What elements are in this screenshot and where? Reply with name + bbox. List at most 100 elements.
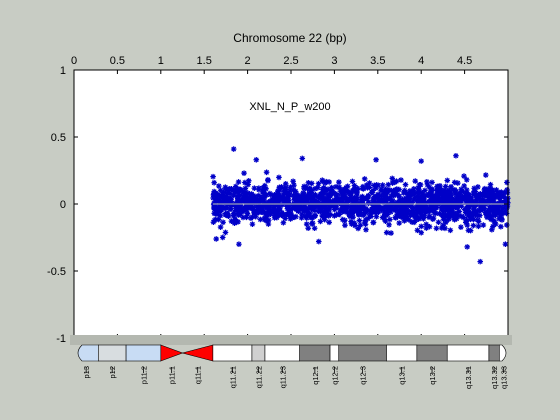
data-point: [212, 206, 219, 212]
data-point: [287, 188, 293, 194]
data-point: [378, 193, 385, 199]
data-point: [479, 196, 486, 203]
data-point: [442, 225, 448, 232]
data-point: [387, 187, 393, 193]
data-point: [422, 187, 428, 194]
data-point: [219, 205, 226, 212]
data-point: [242, 185, 249, 192]
data-point: [400, 190, 407, 196]
data-point: [430, 199, 436, 205]
data-point: [487, 203, 493, 210]
data-point: [453, 215, 460, 222]
data-point: [317, 202, 323, 209]
data-point: [474, 208, 481, 214]
data-point: [263, 192, 270, 198]
data-point: [484, 211, 491, 218]
data-point: [373, 213, 380, 220]
data-point: [418, 223, 425, 230]
data-point: [261, 190, 267, 197]
data-point: [441, 189, 448, 196]
data-point: [498, 208, 505, 215]
data-point: [420, 203, 427, 209]
data-point: [234, 186, 241, 192]
data-point: [451, 216, 458, 223]
data-point: [402, 181, 409, 188]
data-point: [458, 224, 464, 230]
data-point: [392, 191, 399, 197]
data-point: [319, 213, 326, 220]
data-point: [471, 185, 477, 192]
data-point: [306, 186, 312, 192]
data-point: [335, 211, 341, 218]
data-point: [311, 213, 317, 220]
data-point: [238, 198, 245, 205]
data-point: [210, 201, 217, 208]
data-point: [264, 212, 271, 219]
data-point: [428, 202, 435, 209]
data-point: [383, 203, 390, 210]
data-point: [495, 192, 502, 198]
data-point: [400, 214, 406, 221]
data-point: [382, 209, 389, 215]
data-point: [358, 199, 365, 206]
band-label: q13.32: [490, 366, 499, 389]
band-label: q12.3: [359, 366, 368, 385]
data-point: [432, 210, 439, 217]
ideogram-band: [338, 344, 387, 362]
data-point: [350, 199, 356, 206]
data-point: [427, 207, 434, 214]
data-point: [305, 180, 312, 186]
data-point: [454, 210, 460, 217]
outlier-point: [464, 244, 471, 250]
data-point: [399, 213, 405, 219]
data-point: [414, 209, 420, 215]
data-point: [487, 195, 494, 202]
data-point: [474, 196, 481, 203]
ideogram-band: [77, 344, 99, 362]
data-point: [363, 182, 370, 188]
data-point: [339, 192, 345, 199]
data-point: [367, 212, 373, 218]
data-point: [426, 223, 433, 230]
data-point: [344, 207, 350, 213]
data-point: [405, 198, 411, 205]
data-point: [278, 184, 285, 190]
data-point: [354, 185, 361, 191]
data-point: [255, 209, 262, 216]
data-point: [461, 183, 467, 189]
data-point: [365, 193, 372, 199]
data-point: [396, 220, 403, 226]
data-point: [445, 197, 452, 204]
data-point: [363, 226, 369, 233]
data-point: [322, 198, 329, 204]
data-point: [331, 206, 338, 213]
data-points: [210, 146, 511, 265]
data-point: [259, 204, 266, 210]
ideogram-band: [125, 344, 162, 362]
data-point: [492, 221, 499, 227]
data-point: [318, 193, 324, 199]
data-point: [337, 187, 344, 193]
data-point: [503, 222, 510, 228]
data-point: [225, 196, 232, 202]
x-tick-label: 1.5: [197, 55, 212, 67]
data-point: [380, 197, 387, 203]
outlier-point: [253, 156, 260, 163]
data-point: [472, 188, 479, 195]
band-label: p11.1: [168, 366, 177, 384]
data-point: [429, 179, 435, 186]
data-point: [418, 229, 425, 236]
data-point: [249, 214, 256, 220]
data-point: [477, 191, 484, 197]
data-point: [493, 187, 500, 193]
ideogram-band: [160, 344, 184, 362]
data-point: [436, 210, 443, 217]
ideogram-band: [329, 344, 340, 362]
data-point: [438, 225, 445, 231]
data-point: [217, 212, 224, 219]
data-point: [328, 184, 335, 191]
data-point: [276, 174, 282, 181]
data-point: [383, 229, 390, 236]
outlier-point: [230, 146, 237, 152]
data-point: [441, 203, 448, 210]
